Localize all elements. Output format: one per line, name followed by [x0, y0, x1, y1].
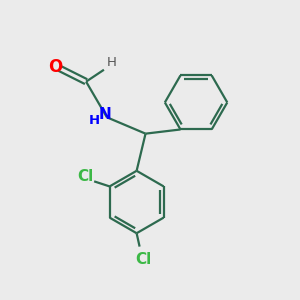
Text: O: O — [48, 58, 62, 76]
Text: H: H — [89, 114, 100, 127]
Text: N: N — [99, 107, 112, 122]
Text: Cl: Cl — [135, 252, 151, 267]
Text: Cl: Cl — [77, 169, 93, 184]
Text: H: H — [106, 56, 116, 69]
